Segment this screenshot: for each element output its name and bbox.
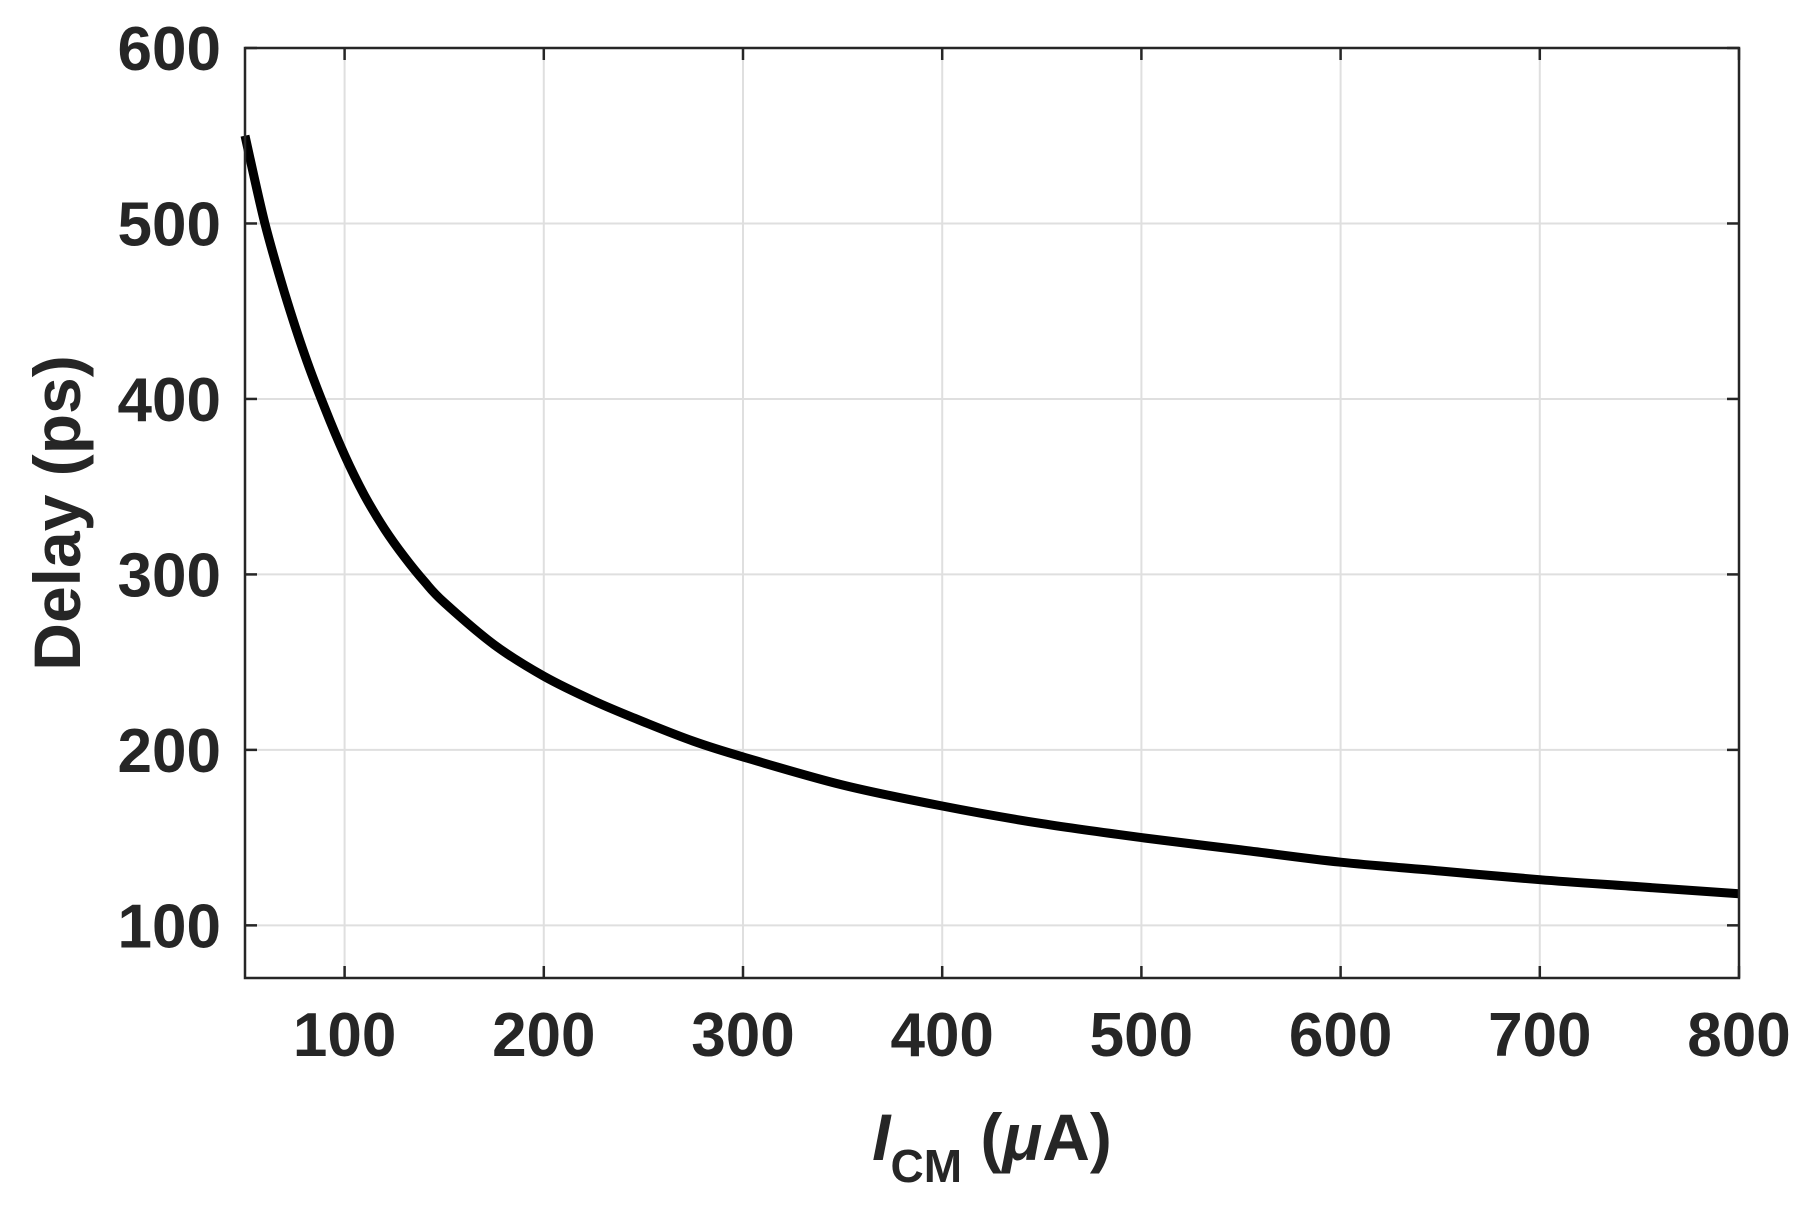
y-tick-label: 100 bbox=[118, 892, 221, 961]
plot-background bbox=[245, 48, 1739, 978]
x-axis-label-subscript: CM bbox=[891, 1140, 963, 1192]
x-axis-label-unit-symbol: μ bbox=[1000, 1100, 1042, 1174]
x-tick-label: 700 bbox=[1488, 1001, 1591, 1070]
x-tick-label: 200 bbox=[492, 1001, 595, 1070]
delay-curve bbox=[240, 134, 1740, 899]
tick-labels: 100 200 300 400 500 600 700 800 100 200 300 400 500 6… bbox=[118, 15, 1791, 1070]
y-tick-label: 400 bbox=[118, 366, 221, 435]
x-axis-label: ICM (μA) bbox=[872, 1100, 1112, 1192]
y-axis-label: Delay (ps) bbox=[20, 355, 94, 670]
x-axis-label-unit-rest: A) bbox=[1042, 1100, 1112, 1174]
y-tick-label: 200 bbox=[118, 717, 221, 786]
x-axis-label-unit-open: ( bbox=[962, 1100, 1002, 1174]
x-tick-label: 800 bbox=[1687, 1001, 1790, 1070]
y-tick-label: 500 bbox=[118, 190, 221, 259]
plot-frame bbox=[243, 46, 1741, 980]
x-tick-label: 600 bbox=[1289, 1001, 1392, 1070]
data-series bbox=[240, 134, 1740, 899]
x-tick-label: 500 bbox=[1090, 1001, 1193, 1070]
x-tick-label: 400 bbox=[890, 1001, 993, 1070]
y-tick-label: 600 bbox=[118, 15, 221, 84]
x-tick-label: 100 bbox=[293, 1001, 396, 1070]
y-tick-label: 300 bbox=[118, 541, 221, 610]
x-tick-label: 300 bbox=[691, 1001, 794, 1070]
x-axis-label-main: I bbox=[872, 1100, 892, 1174]
